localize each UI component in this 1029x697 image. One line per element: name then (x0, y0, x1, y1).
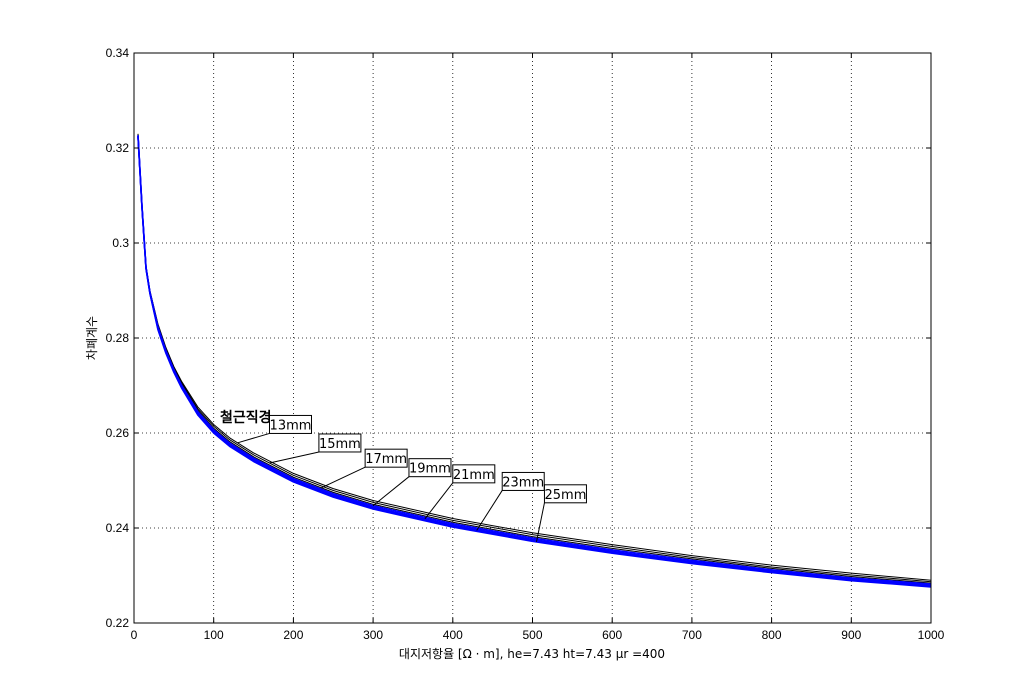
series-label: 25mm (545, 488, 587, 503)
x-tick-label: 900 (841, 628, 861, 642)
label-box (501, 471, 545, 491)
grid (134, 53, 931, 623)
label-box (364, 448, 408, 468)
series-label: 17mm (365, 452, 407, 467)
label-leader-line (424, 482, 454, 520)
x-tick-label: 700 (682, 628, 702, 642)
label-box (318, 433, 362, 453)
x-tick-label: 200 (283, 628, 303, 642)
series-label: 13mm (270, 418, 312, 433)
series-label: 23mm (502, 475, 544, 490)
x-tick-label: 1000 (918, 628, 945, 642)
x-tick-label: 100 (204, 628, 224, 642)
y-tick-label: 0.32 (106, 141, 130, 155)
label-leader-line (321, 466, 366, 489)
series-label: 19mm (409, 462, 451, 477)
y-axis-label: 차폐계수 (85, 316, 99, 360)
y-tick-label: 0.24 (106, 521, 130, 535)
label-leader-line (269, 451, 320, 464)
label-leader-line (372, 476, 410, 507)
x-tick-label: 600 (602, 628, 622, 642)
y-tick-label: 0.3 (112, 236, 129, 250)
y-tick-label: 0.28 (106, 331, 130, 345)
label-box (543, 484, 587, 504)
label-leader-line (476, 490, 503, 531)
x-tick-label: 0 (131, 628, 138, 642)
x-tick-label: 800 (762, 628, 782, 642)
x-axis-label: 대지저항율 [Ω · m], he=7.43 ht=7.43 μr =400 (399, 647, 665, 661)
series-line-25mm (137, 136, 932, 588)
label-box (452, 464, 496, 484)
label-box (268, 414, 312, 434)
x-tick-label: 500 (522, 628, 542, 642)
annotation-title: 철근직경 (220, 409, 272, 426)
axis-ticks: 0 100 200 300 400 500 600 700 800 900 1000 0.22 0.24… (106, 46, 945, 642)
series-lines (137, 133, 932, 588)
label-box (408, 458, 452, 478)
x-tick-label: 300 (363, 628, 383, 642)
series-label: 21mm (453, 468, 495, 483)
label-leader-line (237, 432, 270, 444)
y-tick-label: 0.26 (106, 426, 130, 440)
label-leader-line (535, 502, 545, 542)
series-label: 15mm (319, 437, 361, 452)
y-tick-label: 0.34 (106, 46, 130, 60)
y-tick-label: 0.22 (106, 616, 130, 630)
x-tick-label: 400 (443, 628, 463, 642)
